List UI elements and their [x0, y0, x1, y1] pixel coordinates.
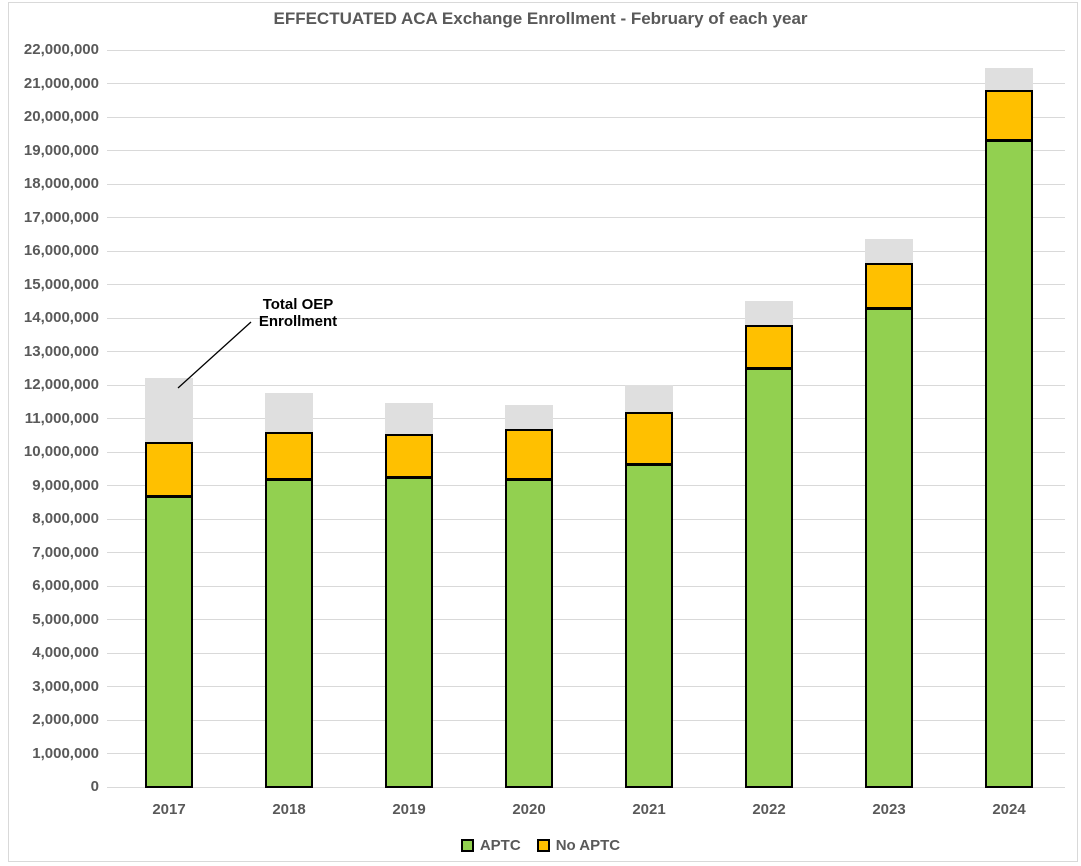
bar-segment-oep-remainder-2021 [625, 385, 673, 412]
chart-legend: APTC No APTC [0, 834, 1081, 856]
gridline-15000000 [107, 284, 1065, 285]
bar-segment-no-aptc-2023 [865, 262, 913, 309]
gridline-2000000 [107, 719, 1065, 721]
y-axis-tick-label: 20,000,000 [23, 108, 99, 125]
gridline-18000000 [107, 183, 1065, 185]
y-axis-tick-label: 13,000,000 [23, 342, 99, 360]
bar-segment-aptc-2018 [265, 478, 313, 788]
y-axis-tick-label: 21,000,000 [23, 74, 99, 92]
bar-segment-no-aptc-2024 [985, 90, 1033, 142]
gridline-20000000 [107, 116, 1065, 118]
y-axis-tick-label: 6,000,000 [32, 577, 99, 594]
legend-item-aptc: APTC [460, 836, 521, 854]
gridline-16000000 [107, 250, 1065, 252]
bar-segment-no-aptc-2018 [265, 431, 313, 480]
y-axis-tick-label: 3,000,000 [32, 677, 99, 695]
bar-segment-aptc-2022 [745, 368, 793, 788]
legend-swatch-icon [536, 838, 550, 852]
gridline-10000000 [107, 451, 1065, 453]
gridline-0 [107, 786, 1065, 788]
x-axis-label-2019: 2019 [392, 801, 426, 818]
gridline-3000000 [107, 686, 1065, 687]
y-axis-tick-label: 22,000,000 [23, 41, 99, 58]
legend-swatch-icon [460, 838, 474, 852]
gridline-14000000 [107, 317, 1065, 319]
y-axis-tick-label: 11,000,000 [24, 409, 99, 427]
x-axis-label-2020: 2020 [512, 801, 546, 818]
bar-segment-aptc-2019 [385, 477, 433, 788]
gridline-4000000 [107, 652, 1065, 654]
annotation-line2: Enrollment [258, 313, 338, 330]
x-axis-label-2023: 2023 [872, 801, 906, 818]
y-axis-tick-label: 2,000,000 [32, 711, 99, 728]
y-axis-tick-label: 12,000,000 [23, 376, 99, 393]
y-axis-tick-label: 14,000,000 [23, 309, 99, 326]
gridline-13000000 [107, 351, 1065, 352]
y-axis-tick-label: 1,000,000 [32, 744, 99, 762]
bar-segment-oep-remainder-2018 [265, 393, 313, 432]
gridline-19000000 [107, 150, 1065, 151]
gridline-22000000 [107, 49, 1065, 51]
y-axis-tick-label: 15,000,000 [23, 275, 99, 293]
x-axis-label-2022: 2022 [752, 801, 786, 818]
bar-segment-no-aptc-2019 [385, 433, 433, 479]
y-axis-tick-label: 8,000,000 [32, 510, 99, 527]
gridline-6000000 [107, 585, 1065, 587]
y-axis-tick-label: 16,000,000 [23, 242, 99, 259]
y-axis-tick-label: 4,000,000 [32, 644, 99, 661]
y-axis-tick-label: 17,000,000 [23, 208, 99, 226]
y-axis-tick-label: 9,000,000 [32, 476, 99, 494]
bar-segment-oep-remainder-2020 [505, 405, 553, 429]
bar-segment-oep-remainder-2023 [865, 239, 913, 263]
annotation-total-oep-enrollment: Total OEP Enrollment [246, 296, 350, 330]
bar-segment-aptc-2023 [865, 307, 913, 788]
x-axis-label-2021: 2021 [632, 801, 666, 818]
bar-segment-aptc-2021 [625, 463, 673, 788]
bar-segment-oep-remainder-2019 [385, 403, 433, 434]
gridline-21000000 [107, 83, 1065, 84]
bar-segment-oep-remainder-2022 [745, 301, 793, 325]
bar-segment-no-aptc-2022 [745, 324, 793, 370]
gridline-9000000 [107, 485, 1065, 486]
bar-segment-aptc-2024 [985, 140, 1033, 788]
gridline-8000000 [107, 518, 1065, 520]
legend-label: APTC [479, 836, 521, 854]
y-axis-tick-label: 18,000,000 [23, 175, 99, 192]
annotation-line1: Total OEP [262, 296, 334, 313]
y-axis-tick-label: 0 [90, 778, 99, 795]
bar-segment-oep-remainder-2017 [145, 378, 193, 442]
gridline-12000000 [107, 384, 1065, 386]
bar-segment-no-aptc-2021 [625, 411, 673, 465]
y-axis-tick-label: 7,000,000 [32, 543, 99, 561]
y-axis-tick-label: 19,000,000 [23, 141, 99, 159]
legend-item-no-aptc: No APTC [536, 836, 621, 854]
chart-title: EFFECTUATED ACA Exchange Enrollment - Fe… [273, 9, 808, 28]
gridline-1000000 [107, 753, 1065, 754]
y-axis-tick-label: 5,000,000 [32, 610, 99, 628]
bar-segment-aptc-2020 [505, 478, 553, 788]
x-axis-label-2024: 2024 [992, 801, 1026, 818]
gridline-7000000 [107, 552, 1065, 553]
legend-label: No APTC [555, 836, 621, 854]
x-axis-label-2017: 2017 [152, 801, 186, 818]
gridline-11000000 [107, 418, 1065, 419]
x-axis-label-2018: 2018 [272, 801, 306, 818]
bar-segment-oep-remainder-2024 [985, 68, 1033, 91]
y-axis-tick-label: 10,000,000 [23, 443, 99, 460]
gridline-5000000 [107, 619, 1065, 620]
bar-segment-no-aptc-2017 [145, 441, 193, 497]
gridline-17000000 [107, 217, 1065, 218]
bar-segment-no-aptc-2020 [505, 428, 553, 480]
bar-segment-aptc-2017 [145, 495, 193, 788]
